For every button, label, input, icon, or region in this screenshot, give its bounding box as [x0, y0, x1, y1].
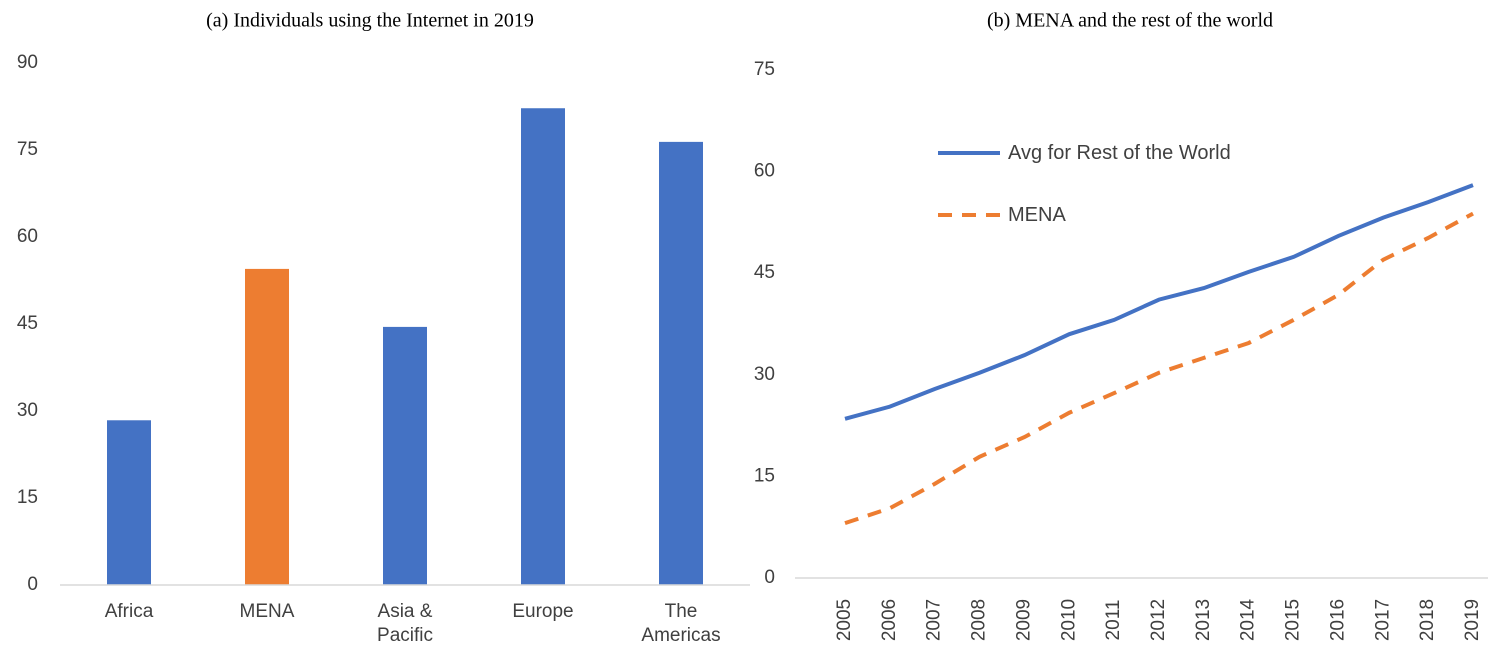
y-tick-label: 45 — [17, 313, 38, 334]
y-tick-label: 90 — [17, 52, 38, 73]
x-tick-label: MENA — [239, 601, 295, 622]
chart-title: (b) MENA and the rest of the world — [987, 10, 1273, 32]
x-tick-label: 2009 — [1013, 599, 1034, 641]
series-line — [844, 211, 1474, 526]
y-tick-label: 0 — [27, 574, 38, 595]
y-tick-label: 45 — [754, 262, 775, 283]
series-line — [844, 183, 1474, 421]
y-tick-label: 60 — [17, 226, 38, 247]
x-tick-label: 2014 — [1238, 598, 1259, 641]
x-tick-label: Africa — [104, 601, 154, 622]
y-tick-label: 75 — [754, 59, 775, 80]
x-tick-label: 2019 — [1462, 599, 1483, 641]
x-tick-label: 2008 — [969, 599, 990, 641]
y-tick-label: 0 — [764, 567, 775, 588]
y-tick-label: 75 — [17, 139, 38, 160]
x-tick-label: 2012 — [1148, 599, 1169, 641]
x-tick-label: Asia & Pacific — [377, 601, 433, 646]
x-tick-label: 2018 — [1417, 599, 1438, 641]
x-tick-label: 2007 — [924, 599, 945, 641]
y-tick-label: 15 — [17, 487, 38, 508]
x-tick-label: 2013 — [1193, 599, 1214, 641]
bar — [521, 108, 565, 586]
chart-title: (a) Individuals using the Internet in 20… — [206, 10, 534, 32]
y-tick-label: 30 — [754, 364, 775, 385]
x-tick-label: 2011 — [1103, 600, 1124, 641]
x-tick-label: 2016 — [1327, 599, 1348, 641]
legend-label: Avg for Rest of the World — [1008, 142, 1231, 164]
x-tick-label: 2005 — [834, 599, 855, 641]
x-tick-label: Europe — [512, 601, 574, 622]
bar — [107, 420, 151, 585]
x-tick-label: 2006 — [879, 599, 900, 641]
x-tick-label: The Americas — [641, 601, 721, 646]
y-tick-label: 30 — [17, 400, 38, 421]
bar — [245, 268, 289, 585]
y-tick-label: 15 — [754, 465, 775, 486]
x-tick-label: 2017 — [1372, 599, 1393, 641]
y-tick-label: 60 — [754, 161, 775, 182]
x-tick-label: 2010 — [1058, 599, 1079, 641]
x-tick-label: 2015 — [1283, 599, 1304, 641]
bar — [659, 141, 703, 585]
legend-label: MENA — [1008, 204, 1066, 226]
bar — [383, 326, 427, 585]
